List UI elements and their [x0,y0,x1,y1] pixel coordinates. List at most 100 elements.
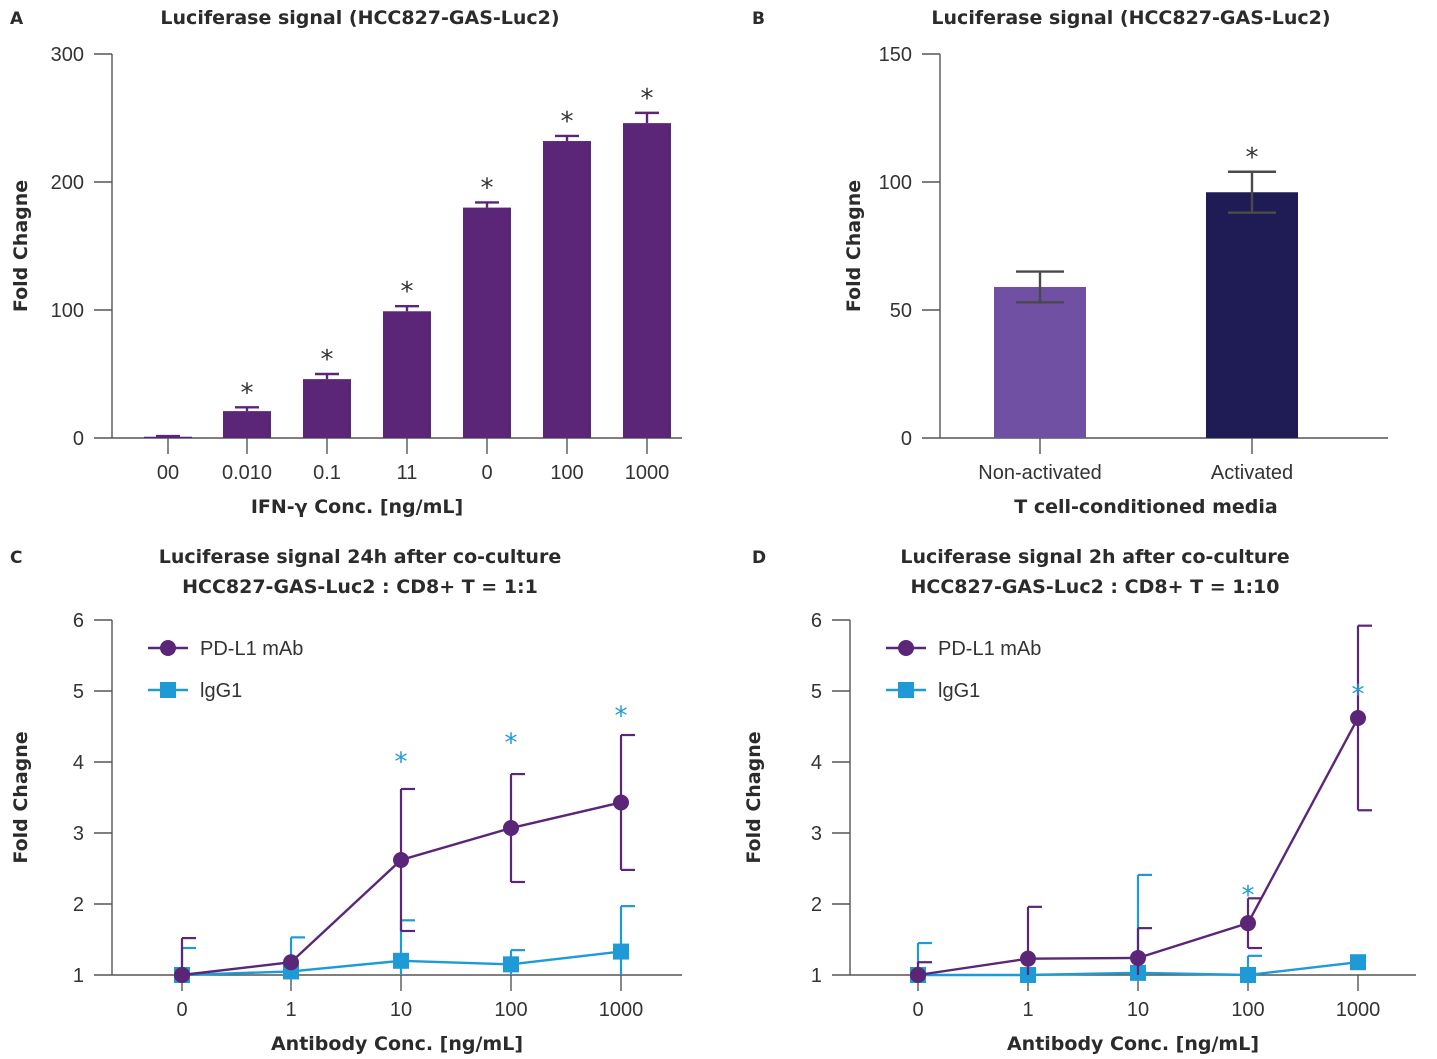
data-point-circle [910,967,926,983]
y-tick-label: 3 [73,823,84,845]
error-bar [635,111,659,124]
error-bar [619,905,635,975]
bar [223,411,271,438]
y-axis-label: Fold Chagne [743,731,765,863]
significance-asterisk: * [615,701,628,731]
x-tick-label: 0.1 [313,462,341,484]
legend-marker-square [160,682,176,698]
y-tick-label: 100 [51,300,84,322]
y-tick-label: 5 [73,681,84,703]
x-tick-label: Non-activated [978,462,1101,484]
legend-marker-circle [160,640,176,656]
bar [1206,192,1298,438]
panel-b: B Luciferase signal (HCC827-GAS-Luc2) Fold… [752,7,1388,518]
y-tick-label: 200 [51,172,84,194]
panel-a: A Luciferase signal (HCC827-GAS-Luc2) Fold… [10,7,682,518]
data-point-circle [174,967,190,983]
y-tick-label: 5 [811,681,822,703]
error-bar [1016,270,1064,304]
y-tick-label: 4 [73,752,84,774]
bar [994,286,1086,438]
chart-title: Luciferase signal 2h after co-culture [900,546,1289,568]
y-tick-label: 1 [811,965,822,987]
significance-asterisk: * [1242,881,1255,911]
x-tick-label: 0 [481,462,492,484]
data-point-circle [283,954,299,971]
legend-marker-square [898,682,914,698]
y-tick-label: 300 [51,44,84,66]
chart-subtitle: HCC827-GAS-Luc2 : CD8+ T = 1:10 [911,576,1280,598]
x-tick-label: 100 [494,999,527,1021]
data-point-circle [1130,949,1146,966]
x-tick-label: 00 [157,462,179,484]
y-tick-label: 6 [811,610,822,632]
y-tick-label: 1 [73,965,84,987]
panel-letter: C [10,548,22,568]
y-tick-label: 150 [879,44,912,66]
chart-title: Luciferase signal 24h after co-culture [159,546,561,568]
x-axis-label: T cell-conditioned media [1014,496,1278,518]
data-point-square [393,952,409,969]
data-point-square [1240,967,1256,983]
y-tick-label: 3 [811,823,822,845]
significance-asterisk: * [401,277,414,307]
panel-letter: D [752,548,766,568]
x-axis-label: Antibody Conc. [ng/mL] [271,1033,523,1055]
x-tick-label: Activated [1211,462,1293,484]
error-bar [475,201,499,208]
y-tick-label: 2 [811,894,822,916]
error-bar [235,406,259,412]
x-tick-label: 100 [1231,999,1264,1021]
y-tick-label: 2 [73,894,84,916]
error-bar [395,304,419,312]
significance-asterisk: * [505,728,518,758]
data-point-circle [393,851,409,868]
x-tick-label: 10 [390,999,412,1021]
significance-asterisk: * [481,173,494,203]
data-point-square [503,956,519,973]
chart-title: Luciferase signal (HCC827-GAS-Luc2) [931,7,1330,29]
legend-label: PD-L1 mAb [938,638,1041,660]
error-bar [1228,170,1276,214]
x-tick-label: 1000 [599,999,644,1021]
y-tick-label: 4 [811,752,822,774]
panel-d: D Luciferase signal 2h after co-culture HC… [743,546,1416,1055]
data-point-circle [1020,950,1036,967]
significance-asterisk: * [1246,143,1259,173]
data-point-circle [503,820,519,837]
legend-label: lgG1 [938,680,980,702]
y-axis-label: Fold Chagne [843,180,865,312]
x-tick-label: 0.010 [222,462,272,484]
x-tick-label: 1000 [625,462,670,484]
x-tick-label: 1 [285,999,296,1021]
legend-label: lgG1 [200,680,242,702]
chart-subtitle: HCC827-GAS-Luc2 : CD8+ T = 1:1 [182,576,538,598]
panel-letter: B [752,9,765,29]
x-tick-label: 10 [1127,999,1149,1021]
chart-title: Luciferase signal (HCC827-GAS-Luc2) [160,7,559,29]
significance-asterisk: * [1352,680,1365,710]
legend-label: PD-L1 mAb [200,638,303,660]
series-igg1 [174,905,635,983]
y-tick-label: 0 [73,428,84,450]
y-tick-label: 0 [901,428,912,450]
legend-item: lgG1 [148,680,242,702]
error-bar [315,372,339,380]
data-point-circle [613,794,629,811]
data-point-circle [1240,915,1256,932]
bar [144,436,192,438]
data-point-square [1350,954,1366,971]
significance-asterisk: * [641,84,654,114]
y-axis-label: Fold Chagne [10,731,32,863]
data-point-circle [1350,709,1366,726]
significance-asterisk: * [241,378,254,408]
bar [303,379,351,438]
error-bar [156,434,180,438]
panel-letter: A [10,9,24,29]
data-point-square [613,943,629,960]
y-tick-label: 50 [890,300,912,322]
x-tick-label: 0 [912,999,923,1021]
significance-asterisk: * [561,107,574,137]
error-bar [555,134,579,142]
